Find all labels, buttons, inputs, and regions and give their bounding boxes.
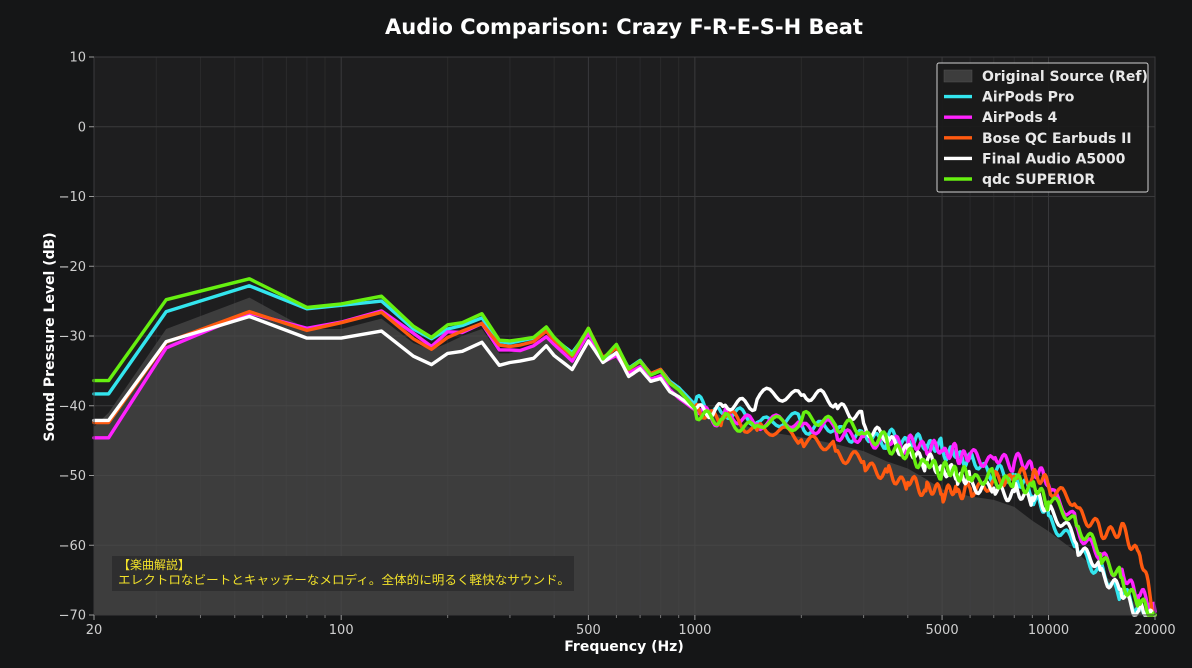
- x-tick-label: 100: [329, 623, 354, 638]
- x-axis-label: Frequency (Hz): [564, 639, 683, 655]
- x-axis-ticks: 20 100 500 1000 5000 10000 20000: [86, 615, 1176, 638]
- legend-label-4: Final Audio A5000: [982, 151, 1126, 167]
- series-lines: [92, 277, 1157, 617]
- y-tick-label: 10: [69, 51, 86, 66]
- reference-area-fill: [94, 297, 1155, 615]
- x-tick-label: 10000: [1028, 623, 1069, 638]
- y-tick-label: −20: [59, 260, 86, 275]
- annotation-text: エレクトロなビートとキャッチーなメロディ。全体的に明るく軽快なサウンド。: [118, 572, 570, 587]
- legend: Original Source (Ref) AirPods Pro AirPods …: [936, 62, 1149, 193]
- legend-label-2: AirPods 4: [982, 110, 1058, 126]
- y-tick-label: −60: [59, 539, 86, 554]
- series-line-5: [92, 277, 1157, 617]
- chart-title: Audio Comparison: Crazy F-R-E-S-H Beat: [385, 15, 863, 39]
- y-tick-label: −70: [59, 609, 86, 624]
- legend-frame: [936, 62, 1149, 193]
- legend-label-5: qdc SUPERIOR: [982, 172, 1095, 188]
- y-axis-ticks: 10 0 −10 −20 −30 −40 −50 −60 −70: [59, 51, 94, 624]
- legend-label-1: AirPods Pro: [982, 90, 1075, 106]
- x-tick-label: 20000: [1134, 623, 1175, 638]
- series-line-4: [92, 314, 1157, 617]
- legend-label-3: Bose QC Earbuds II: [982, 131, 1132, 147]
- legend-swatch-reference: [943, 69, 973, 83]
- y-tick-label: −50: [59, 469, 86, 484]
- annotation-background: [112, 556, 574, 591]
- annotation-box: 【楽曲解説】 エレクトロなビートとキャッチーなメロディ。全体的に明るく軽快なサウ…: [112, 556, 574, 591]
- y-tick-label: −40: [59, 399, 86, 414]
- y-axis-label: Sound Pressure Level (dB): [42, 232, 58, 441]
- x-tick-label: 1000: [678, 623, 711, 638]
- y-tick-label: −30: [59, 330, 86, 345]
- y-tick-label: 0: [78, 120, 86, 135]
- x-tick-label: 20: [86, 623, 103, 638]
- x-tick-label: 5000: [926, 623, 959, 638]
- annotation-title: 【楽曲解説】: [118, 557, 190, 572]
- reference-area: [94, 297, 1155, 615]
- x-tick-label: 500: [576, 623, 601, 638]
- legend-label-0: Original Source (Ref): [982, 69, 1148, 85]
- y-tick-label: −10: [59, 190, 86, 205]
